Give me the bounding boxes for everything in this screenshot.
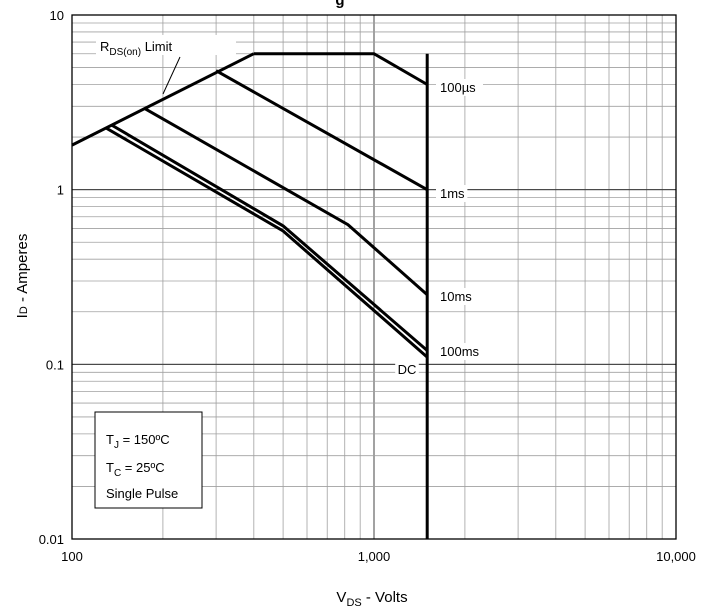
series-labels: 100µs 1ms 10ms 100ms DC RDS(on) Limit	[96, 35, 483, 378]
y-tick-label: 10	[50, 8, 64, 23]
series-label-bg	[436, 288, 476, 305]
x-tick-label: 10,000	[656, 549, 696, 564]
series-label: 1ms	[440, 186, 465, 201]
series-10ms-line	[144, 107, 429, 296]
grid	[71, 14, 677, 540]
series-label: 10ms	[440, 289, 472, 304]
condition-tj: TJ = 150ºC	[106, 432, 170, 451]
series-label: DC	[398, 362, 417, 377]
series-label-bg	[395, 361, 419, 378]
rds-leader-line	[162, 56, 181, 95]
x-axis-label-sub: DS	[346, 597, 361, 609]
x-axis-label-rest: - Volts	[362, 589, 408, 606]
series-100s-line	[253, 52, 428, 86]
y-tick-label: 0.1	[46, 357, 64, 372]
rds-on-limit-label: RDS(on) Limit	[100, 39, 173, 58]
y-axis-label-rest: - Amperes	[14, 234, 31, 307]
condition-tc: TC = 25ºC	[106, 460, 165, 479]
y-axis-label-sub: D	[18, 306, 30, 314]
y-axis-label: ID - Amperes	[14, 234, 31, 319]
x-axis-label: VDS - Volts	[336, 589, 407, 609]
series-label-bg	[436, 79, 483, 96]
series-lines	[71, 52, 429, 539]
series-label-bg	[436, 343, 483, 360]
x-axis-label-main: V	[336, 589, 346, 606]
plot-frame	[71, 14, 677, 540]
series-label: 100µs	[440, 80, 476, 95]
rds-label-bg	[96, 35, 236, 55]
x-tick-label: 1,000	[358, 549, 391, 564]
series-r-line	[71, 52, 255, 147]
x-tick-label: 100	[61, 549, 83, 564]
y-tick-label: 0.01	[39, 532, 64, 547]
series-100ms-line	[110, 123, 429, 352]
y-tick-label: 1	[57, 183, 64, 198]
tick-labels: 100 1,000 10,000 0.01 0.1 1 10	[39, 8, 696, 564]
condition-pulse: Single Pulse	[106, 486, 178, 501]
series-dc-line	[105, 126, 429, 359]
series-label: 100ms	[440, 344, 480, 359]
conditions-box: TJ = 150ºC TC = 25ºC Single Pulse	[94, 411, 203, 509]
series-label-bg	[436, 185, 468, 202]
conditions-box-frame	[94, 411, 203, 509]
series-1ms-line	[215, 69, 428, 192]
y-axis-label-main: I	[14, 314, 31, 318]
chart-title: g	[335, 0, 344, 9]
